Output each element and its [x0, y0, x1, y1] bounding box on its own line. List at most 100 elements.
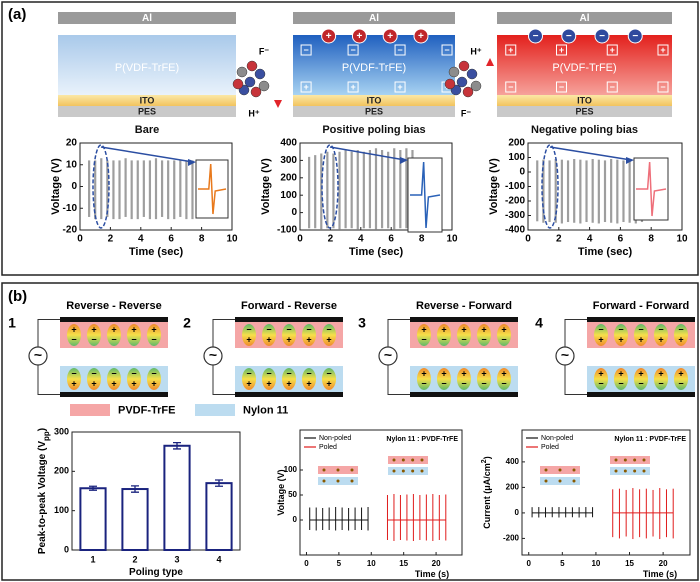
pointer-arrow — [100, 146, 194, 163]
electrode — [410, 392, 518, 397]
x-tick-label: 8 — [648, 234, 654, 245]
y-tick-label: 100 — [54, 505, 69, 515]
charge-sign: − — [566, 31, 572, 42]
dipole — [147, 324, 161, 346]
x-tick-label: 20 — [659, 559, 668, 568]
dipole — [497, 368, 511, 390]
dipole-sign: + — [266, 378, 271, 388]
y-tick-label: 200 — [508, 138, 525, 149]
dipole-sign: + — [610, 45, 615, 55]
dipole-box — [394, 44, 406, 56]
dipole-sign: − — [444, 45, 449, 55]
panel-label: (b) — [8, 288, 27, 305]
mini-dot — [322, 479, 326, 483]
plot-frame — [521, 429, 691, 556]
dipole-sign: − — [501, 334, 506, 344]
dipole-sign: − — [618, 378, 623, 388]
mini-dot — [558, 468, 562, 472]
dipole — [654, 324, 668, 346]
dipole-sign: − — [306, 368, 311, 378]
label-part: Voltage (V) — [260, 158, 272, 215]
dipole — [457, 324, 471, 346]
x-tick-label: 10 — [367, 559, 376, 568]
legend-label: Nylon 11 — [243, 404, 288, 416]
legend-label: Non-poled — [319, 435, 351, 442]
dipole-box — [556, 81, 567, 93]
mini-dot — [572, 468, 576, 472]
dipole — [594, 324, 608, 346]
config-title: Reverse - Forward — [416, 300, 512, 312]
dipole — [634, 368, 648, 390]
dipole-box — [505, 44, 517, 56]
atom — [444, 78, 456, 90]
molecule-label: F⁻ — [259, 46, 269, 56]
electrode — [235, 317, 343, 322]
charge-sign: + — [326, 31, 332, 42]
arrow-head — [626, 157, 634, 164]
dipole-sign: + — [326, 378, 331, 388]
ito-label: ITO — [367, 95, 382, 105]
dipole-sign: + — [71, 378, 76, 388]
config-number: 2 — [183, 315, 191, 331]
electrode-label: Al — [142, 13, 152, 24]
highlight — [92, 144, 110, 229]
arrow-head — [400, 157, 408, 164]
dipole-sign: − — [326, 324, 331, 334]
dipole — [67, 368, 81, 390]
x-tick-label: 0 — [297, 234, 303, 245]
label-part: Time (sec) — [349, 246, 404, 258]
bar — [121, 488, 149, 551]
dipole — [67, 324, 81, 346]
dipole-sign: − — [441, 378, 446, 388]
surface-charge — [561, 28, 577, 44]
atom — [246, 60, 258, 72]
ito-label: ITO — [577, 95, 592, 105]
surface-charge — [627, 28, 643, 44]
dipole-sign: − — [151, 334, 156, 344]
dipole-sign: + — [441, 324, 446, 334]
dipole — [437, 324, 451, 346]
mini-dot — [633, 458, 637, 462]
dipole-sign: + — [598, 334, 603, 344]
dipole — [282, 368, 296, 390]
ito-layer — [293, 95, 455, 106]
label-part: Voltage (V) — [50, 158, 62, 215]
dipole — [322, 368, 336, 390]
label-part: Time (sec) — [578, 246, 633, 258]
mini-dot — [623, 458, 627, 462]
y-tick-label: 200 — [506, 483, 520, 492]
dipole-sign: + — [618, 334, 623, 344]
dipole-sign: − — [618, 324, 623, 334]
dipole-box — [657, 44, 669, 56]
atom — [258, 80, 270, 92]
dipole-sign: + — [421, 368, 426, 378]
dipole-sign: + — [246, 334, 251, 344]
dipole-box — [556, 44, 567, 56]
label-sup: 2 — [481, 459, 488, 463]
surface-charge — [528, 28, 543, 44]
ac-source — [28, 346, 48, 366]
surface-charge — [321, 28, 337, 44]
dipole-box — [300, 81, 312, 93]
dipole — [322, 324, 336, 346]
x-tick-label: 2 — [556, 234, 562, 245]
dipole-sign: + — [306, 378, 311, 388]
ac-symbol: ~ — [209, 347, 217, 363]
electrode — [60, 317, 168, 322]
dipole-sign: + — [286, 334, 291, 344]
y-tick-label: -200 — [505, 196, 525, 207]
x-axis-label: Time (sec) — [349, 246, 404, 258]
dipole — [87, 368, 101, 390]
legend-label: Poled — [541, 444, 559, 451]
dipole-sign: + — [559, 45, 564, 55]
label-part: Poling type — [129, 567, 183, 578]
config-number: 3 — [358, 315, 366, 331]
atom — [254, 68, 266, 80]
error-bar — [131, 485, 139, 493]
atom — [456, 76, 468, 88]
bar — [205, 482, 233, 551]
dipole-sign: − — [326, 368, 331, 378]
dipole-sign: + — [397, 82, 402, 92]
dipole-sign: + — [111, 324, 116, 334]
charge-sign: + — [418, 31, 424, 42]
